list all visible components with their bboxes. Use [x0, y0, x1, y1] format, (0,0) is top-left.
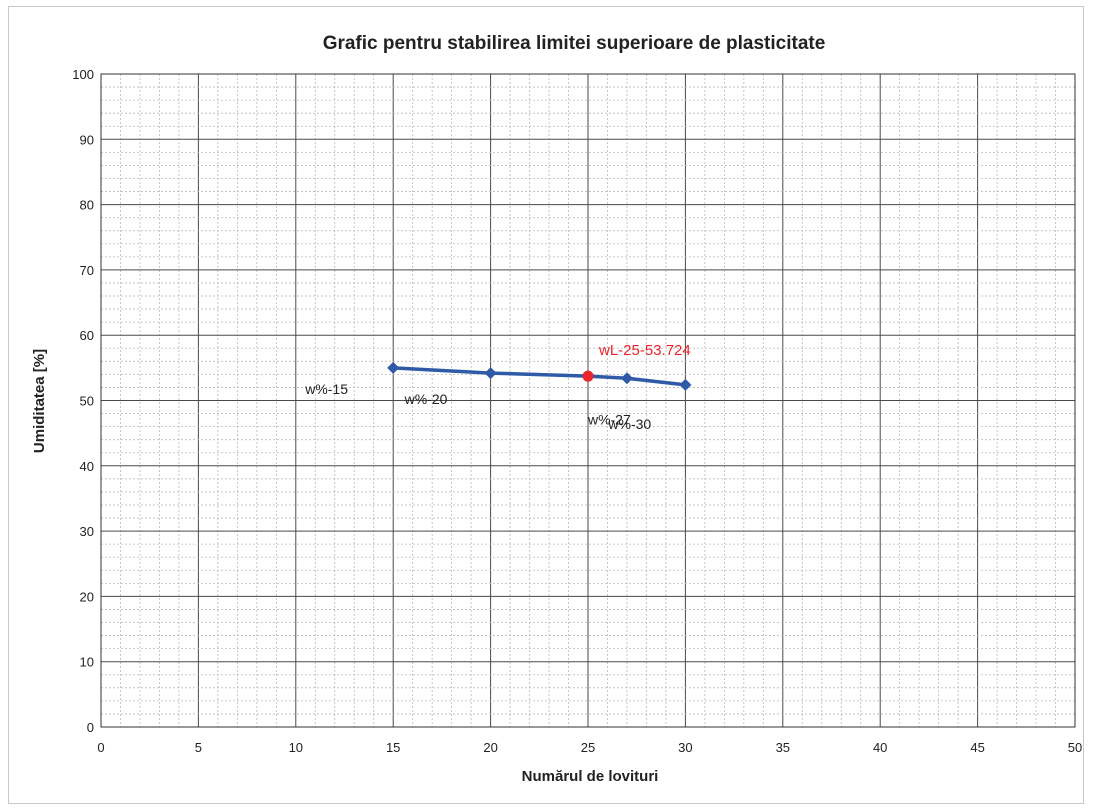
y-axis-title: Umiditatea [%]: [31, 349, 48, 453]
y-tick-label: 30: [80, 524, 94, 539]
data-point: [387, 361, 400, 374]
x-tick-label: 40: [873, 740, 887, 755]
chart-title: Grafic pentru stabilirea limitei superio…: [323, 33, 826, 54]
y-tick-label: 100: [72, 67, 94, 82]
series: [387, 361, 692, 391]
data-point-label: w%-15: [304, 381, 348, 397]
x-tick-label: 15: [386, 740, 400, 755]
x-tick-label: 10: [289, 740, 303, 755]
y-tick-label: 40: [80, 459, 94, 474]
x-tick-label: 45: [970, 740, 984, 755]
data-point: [679, 378, 692, 391]
y-tick-label: 20: [80, 589, 94, 604]
data-point: [620, 372, 633, 385]
x-axis-title: Numărul de lovituri: [522, 768, 659, 785]
x-tick-label: 30: [678, 740, 692, 755]
data-point-label: w%-27: [587, 411, 631, 427]
y-tick-label: 70: [80, 263, 94, 278]
x-tick-label: 20: [483, 740, 497, 755]
y-tick-label: 50: [80, 394, 94, 409]
y-tick-label: 10: [80, 655, 94, 670]
x-tick-label: 0: [97, 740, 104, 755]
y-tick-label: 80: [80, 198, 94, 213]
x-tick-label: 5: [195, 740, 202, 755]
x-tick-label: 50: [1068, 740, 1082, 755]
highlight-label: wL-25-53.724: [598, 342, 691, 359]
highlight-point: [582, 370, 594, 382]
y-tick-label: 60: [80, 328, 94, 343]
data-point-label: w%-20: [404, 391, 448, 407]
plot-area: [100, 73, 1076, 728]
axis-ticks: 0 5 10 15 20 25 30 35 40 45 50 0 10 20 30 40 50 60 70 80 90 1…: [72, 67, 1082, 755]
data-point-label: w%-30: [607, 416, 651, 432]
grid: [100, 73, 1076, 728]
x-tick-label: 35: [776, 740, 790, 755]
data-point: [484, 367, 497, 380]
series-line: [393, 366, 686, 387]
y-tick-label: 90: [80, 132, 94, 147]
point-labels: w%-15 w%-20 w%-27w%-30 wL-25-53.724: [304, 342, 691, 432]
y-tick-label: 0: [87, 720, 94, 735]
x-tick-label: 25: [581, 740, 595, 755]
